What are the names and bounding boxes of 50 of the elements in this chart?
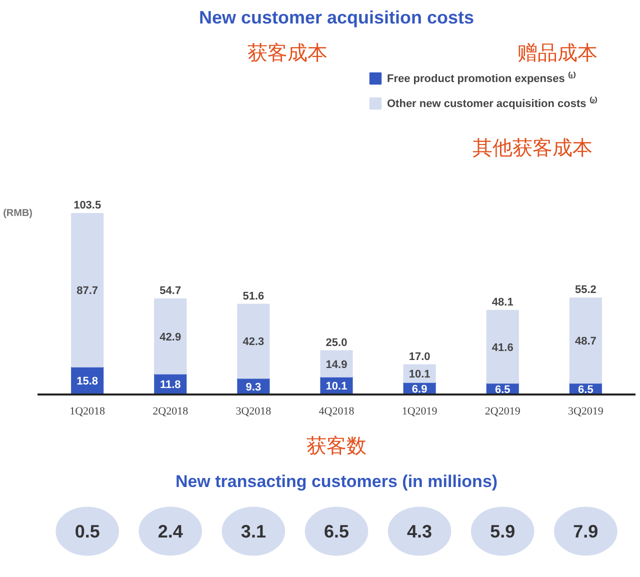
y-axis-title: (RMB) [3, 208, 33, 219]
text: 获客成本 [248, 42, 328, 64]
data-label: 3.1 [240, 522, 266, 542]
data-label: 5.9 [490, 522, 516, 542]
data-label: 10.1 [326, 380, 348, 393]
legend-label: Free product promotion expenses ⁽¹⁾ [387, 70, 576, 85]
x-tick-label: 2Q2019 [484, 406, 521, 418]
data-label: 6.5 [324, 522, 350, 542]
total-label: 55.2 [574, 284, 596, 296]
total-label: 17.0 [408, 350, 430, 363]
data-label: 9.3 [246, 381, 262, 394]
total-label: 54.7 [160, 284, 182, 297]
data-label: 6.5 [578, 384, 594, 396]
bar [569, 297, 602, 384]
text: 获客数 [306, 435, 366, 458]
data-label: 0.5 [74, 522, 100, 542]
data-label: 2.4 [158, 522, 183, 542]
x-tick-label: 1Q2019 [402, 406, 438, 418]
data-label: 6.5 [494, 384, 510, 396]
data-label: 15.8 [76, 376, 98, 388]
data-label: 87.7 [76, 285, 98, 298]
total-label: 51.6 [242, 290, 264, 302]
text: New transacting customers (in millions) [175, 472, 498, 491]
data-label: 10.1 [408, 368, 430, 381]
data-label: 11.8 [160, 379, 181, 392]
x-tick-label: 1Q2018 [70, 406, 106, 418]
data-label: 48.7 [574, 336, 596, 348]
data-label: 6.9 [412, 383, 428, 396]
text: 其他获客成本 [472, 138, 592, 160]
legend-label: Other new customer acquisition costs ⁽²⁾ [387, 96, 597, 110]
x-tick-label: 3Q2019 [568, 406, 604, 418]
x-tick-label: 3Q2018 [236, 406, 272, 418]
data-label: 42.3 [242, 336, 264, 348]
bar [486, 310, 519, 384]
chart-title: New customer acquisition costs [198, 8, 474, 28]
data-label: 41.6 [492, 342, 514, 354]
bar [71, 213, 104, 368]
bar [237, 304, 270, 379]
bar [154, 298, 187, 374]
total-label: 103.5 [74, 200, 102, 212]
data-label: 42.9 [160, 331, 182, 344]
data-label: 14.9 [326, 358, 348, 371]
text: 赠品成本 [518, 42, 598, 64]
data-label: 7.9 [573, 522, 598, 542]
x-tick-label: 4Q2018 [318, 406, 355, 418]
data-label: 4.3 [407, 522, 432, 542]
bar [320, 350, 353, 378]
total-label: 48.1 [492, 296, 514, 308]
x-tick-label: 2Q2018 [152, 406, 189, 418]
total-label: 25.0 [326, 336, 348, 349]
